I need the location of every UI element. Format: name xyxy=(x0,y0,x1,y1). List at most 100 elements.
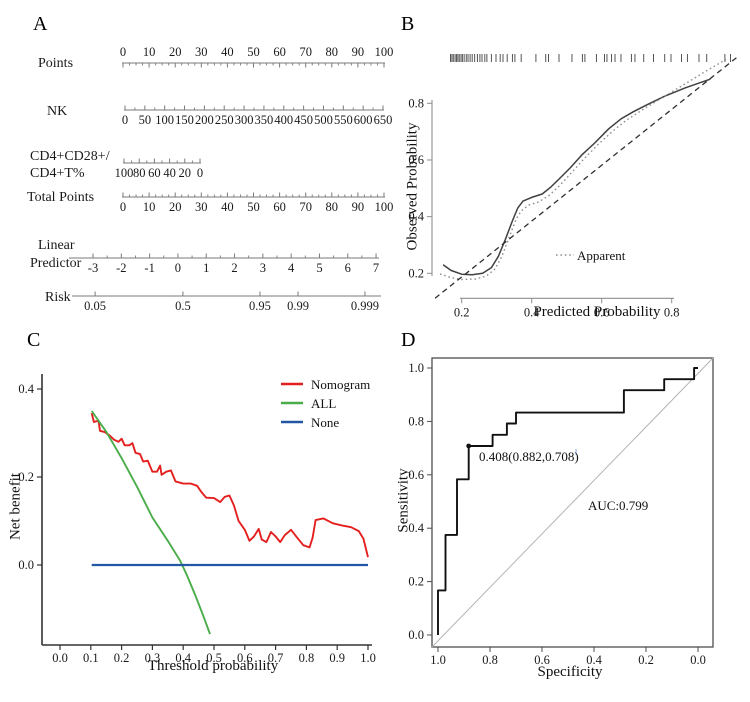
svg-text:90: 90 xyxy=(352,200,365,214)
svg-text:7: 7 xyxy=(373,261,379,275)
svg-text:600: 600 xyxy=(354,113,373,127)
svg-text:0.7: 0.7 xyxy=(268,651,284,665)
svg-text:0.0: 0.0 xyxy=(408,628,424,642)
svg-text:0.2: 0.2 xyxy=(638,653,654,667)
svg-text:0.6: 0.6 xyxy=(237,651,253,665)
svg-text:0.4: 0.4 xyxy=(408,210,424,224)
roc-auc-annotation: AUC:0.799 xyxy=(588,498,649,513)
svg-text:0: 0 xyxy=(122,113,128,127)
svg-text:50: 50 xyxy=(247,45,260,59)
svg-text:0.4: 0.4 xyxy=(408,521,424,535)
svg-text:350: 350 xyxy=(255,113,274,127)
svg-text:450: 450 xyxy=(294,113,313,127)
calibration-legend-apparent-label: Apparent xyxy=(577,248,626,263)
svg-text:70: 70 xyxy=(299,200,312,214)
svg-text:30: 30 xyxy=(195,45,208,59)
svg-text:0.05: 0.05 xyxy=(84,299,106,313)
svg-text:30: 30 xyxy=(195,200,208,214)
svg-text:150: 150 xyxy=(175,113,194,127)
svg-text:550: 550 xyxy=(334,113,353,127)
svg-text:40: 40 xyxy=(163,166,176,180)
svg-text:-1: -1 xyxy=(144,261,154,275)
calibration-y-axis-title: Observed Probability xyxy=(404,122,421,251)
dca-legend-all-label: ALL xyxy=(311,396,337,411)
svg-text:40: 40 xyxy=(221,45,234,59)
svg-text:70: 70 xyxy=(299,45,312,59)
svg-text:0: 0 xyxy=(175,261,181,275)
svg-text:60: 60 xyxy=(273,45,286,59)
svg-text:2: 2 xyxy=(231,261,237,275)
panel-a-letter: A xyxy=(33,13,48,35)
svg-text:0.0: 0.0 xyxy=(52,651,68,665)
svg-text:300: 300 xyxy=(235,113,254,127)
svg-text:1.0: 1.0 xyxy=(360,651,376,665)
svg-text:0.8: 0.8 xyxy=(408,96,424,110)
svg-text:Linear: Linear xyxy=(38,238,75,253)
svg-text:4: 4 xyxy=(288,261,295,275)
svg-text:0.2: 0.2 xyxy=(114,651,130,665)
svg-text:3: 3 xyxy=(260,261,266,275)
dca-legend-none-label: None xyxy=(311,415,340,430)
roc-x-axis-title: Specificity xyxy=(537,664,603,680)
svg-text:0.6: 0.6 xyxy=(534,653,550,667)
svg-text:80: 80 xyxy=(326,200,339,214)
roc-cutoff-annotation: 0.408(0.882,0.708) xyxy=(479,449,579,464)
svg-text:0.8: 0.8 xyxy=(664,305,680,319)
svg-text:0.8: 0.8 xyxy=(482,653,498,667)
svg-text:0.999: 0.999 xyxy=(351,299,379,313)
svg-text:0.2: 0.2 xyxy=(408,266,424,280)
svg-text:0.95: 0.95 xyxy=(249,299,271,313)
svg-text:Total Points: Total Points xyxy=(27,190,94,205)
svg-text:0.0: 0.0 xyxy=(18,558,34,572)
svg-text:0.3: 0.3 xyxy=(145,651,161,665)
svg-text:1.0: 1.0 xyxy=(430,653,446,667)
svg-text:50: 50 xyxy=(139,113,152,127)
dca-x-axis-title: Threshold probability xyxy=(147,658,279,674)
svg-text:0: 0 xyxy=(120,200,126,214)
svg-text:400: 400 xyxy=(274,113,293,127)
svg-text:5: 5 xyxy=(316,261,322,275)
svg-text:0.4: 0.4 xyxy=(18,382,34,396)
svg-text:0.6: 0.6 xyxy=(408,153,424,167)
svg-text:100: 100 xyxy=(155,113,174,127)
svg-text:0.9: 0.9 xyxy=(329,651,345,665)
svg-text:CD4+T%: CD4+T% xyxy=(30,166,85,181)
svg-text:80: 80 xyxy=(326,45,339,59)
svg-text:1: 1 xyxy=(203,261,209,275)
svg-text:0: 0 xyxy=(197,166,203,180)
panel-d-letter: D xyxy=(401,329,416,351)
svg-text:100: 100 xyxy=(115,166,134,180)
panel-c-letter: C xyxy=(27,329,41,351)
svg-text:0.8: 0.8 xyxy=(408,414,424,428)
dca-y-axis-title: Net benefit xyxy=(7,472,24,541)
svg-text:650: 650 xyxy=(374,113,393,127)
svg-text:0.5: 0.5 xyxy=(175,299,191,313)
svg-text:0.4: 0.4 xyxy=(586,653,602,667)
svg-text:80: 80 xyxy=(133,166,146,180)
svg-text:0.2: 0.2 xyxy=(454,305,470,319)
svg-text:250: 250 xyxy=(215,113,234,127)
svg-text:0.6: 0.6 xyxy=(594,305,610,319)
svg-text:0.5: 0.5 xyxy=(206,651,222,665)
svg-text:200: 200 xyxy=(195,113,214,127)
svg-text:-2: -2 xyxy=(116,261,126,275)
svg-text:20: 20 xyxy=(169,45,182,59)
svg-text:0.4: 0.4 xyxy=(175,651,191,665)
panel-b-letter: B xyxy=(401,13,415,35)
svg-text:20: 20 xyxy=(179,166,192,180)
svg-text:500: 500 xyxy=(314,113,333,127)
dca-legend-nomogram-label: Nomogram xyxy=(311,377,371,392)
svg-text:60: 60 xyxy=(148,166,161,180)
svg-text:0: 0 xyxy=(120,45,126,59)
svg-text:0.4: 0.4 xyxy=(524,305,540,319)
svg-text:0.2: 0.2 xyxy=(18,470,34,484)
svg-text:0.0: 0.0 xyxy=(690,653,706,667)
svg-text:20: 20 xyxy=(169,200,182,214)
svg-text:CD4+CD28+/: CD4+CD28+/ xyxy=(30,149,110,164)
svg-text:90: 90 xyxy=(352,45,365,59)
svg-text:1.0: 1.0 xyxy=(408,361,424,375)
svg-text:100: 100 xyxy=(375,45,394,59)
svg-text:50: 50 xyxy=(247,200,260,214)
